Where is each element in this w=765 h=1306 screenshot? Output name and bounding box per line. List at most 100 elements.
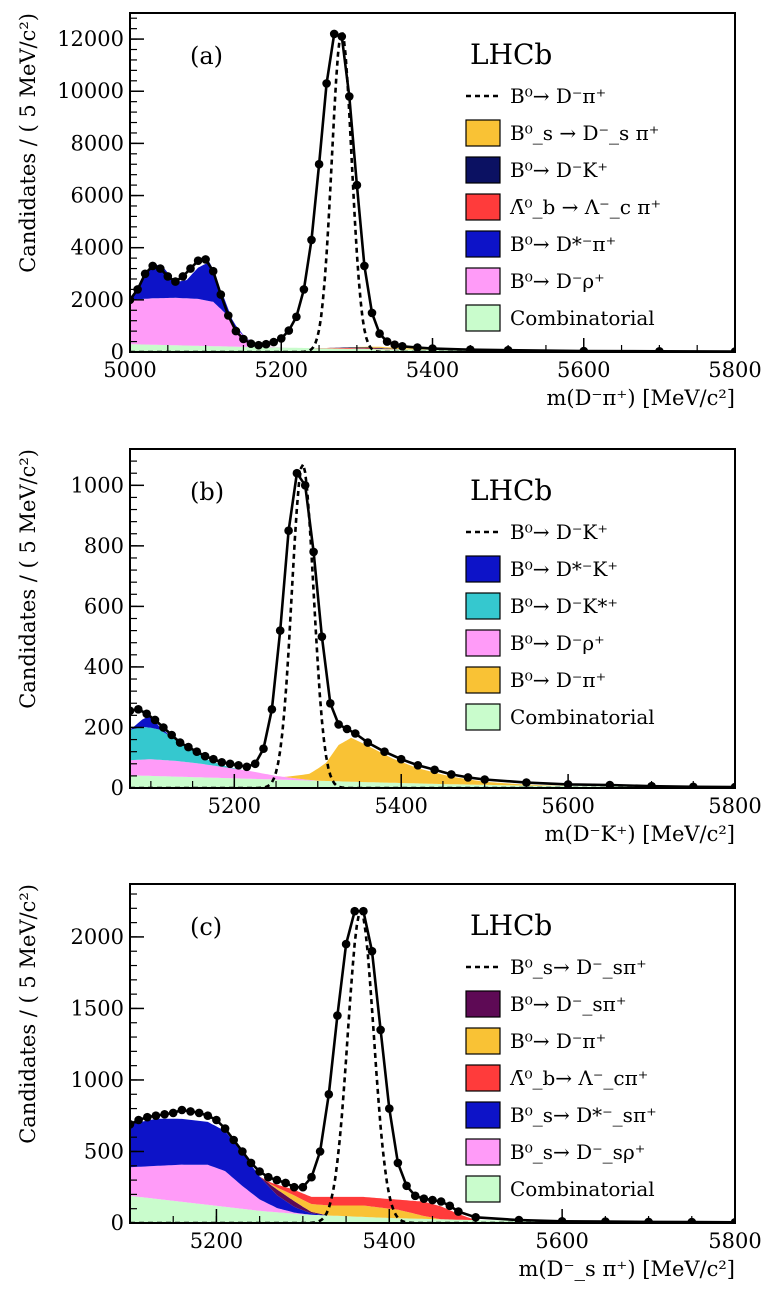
data-point [376, 1025, 385, 1035]
data-point [186, 1107, 195, 1116]
data-point [463, 773, 473, 782]
x-axis-label: m(D⁻_s π⁺) [MeV/c²] [519, 1257, 735, 1281]
y-axis-label: Candidates / ( 5 MeV/c²) [16, 884, 40, 1144]
data-point [337, 32, 347, 41]
data-point [238, 1147, 247, 1156]
data-point [134, 705, 143, 714]
data-point [413, 343, 422, 352]
y-tick-label: 200 [84, 715, 124, 739]
x-tick-label: 5200 [190, 1229, 243, 1253]
data-point [209, 754, 218, 764]
y-tick-label: 2000 [71, 288, 124, 312]
data-point [390, 340, 400, 350]
data-point [186, 264, 195, 273]
plot-area [130, 461, 735, 788]
data-point [130, 1120, 135, 1129]
data-point [430, 765, 439, 775]
data-point [380, 747, 389, 756]
data-point [148, 261, 157, 271]
legend-label: B⁰_s→ D⁻_sπ⁺ [510, 955, 647, 979]
legend-label: Λ̄⁰_b→ Λ⁻_cπ⁺ [509, 1066, 648, 1090]
data-point [133, 285, 142, 294]
experiment-label: LHCb [470, 474, 552, 507]
legend-label: B⁰_s → D⁻_s π⁺ [510, 121, 659, 145]
data-point [317, 632, 327, 641]
x-tick-label: 5800 [708, 794, 761, 818]
y-tick-label: 800 [84, 534, 124, 558]
data-point [730, 782, 735, 788]
legend-label: B⁰→ D⁻K⁺ [510, 520, 608, 544]
data-point [359, 906, 368, 916]
x-tick-label: 5200 [255, 358, 308, 382]
data-point [151, 1111, 161, 1120]
data-point [163, 272, 173, 281]
data-point [292, 468, 302, 478]
data-point [345, 92, 354, 101]
data-point [292, 312, 301, 322]
legend-label: B⁰→ D⁻K⁺ [510, 158, 608, 182]
legend-swatch [465, 230, 501, 258]
data-point [261, 339, 271, 349]
data-point [289, 1182, 299, 1192]
data-point [143, 1112, 152, 1122]
legend-label: Combinatorial [510, 705, 655, 729]
y-tick-label: 1000 [71, 473, 124, 497]
data-point [300, 481, 310, 490]
data-point [367, 946, 377, 956]
legend-label: B⁰→ D⁻ρ⁺ [510, 269, 605, 293]
data-point [363, 738, 373, 747]
data-point [254, 340, 263, 350]
data-point [216, 290, 226, 299]
data-point [730, 347, 735, 352]
experiment-label: LHCb [470, 38, 552, 71]
data-point [315, 1147, 325, 1156]
chart-panel-a: 5000 5200 5400 5600 5800 0 2000 4000 6000 8000 100… [0, 0, 765, 435]
x-tick-label: 5400 [363, 1229, 416, 1253]
data-point [410, 1191, 420, 1201]
data-point [203, 1111, 213, 1120]
data-point [156, 264, 165, 273]
data-point [342, 724, 352, 734]
total-fit-line [130, 471, 735, 788]
panel-label: (b) [190, 478, 224, 506]
chart-panel-c: 5200 5400 5600 5800 0 500 1000 1500 2000 m(D⁻_s π… [0, 871, 765, 1306]
data-point [351, 729, 360, 738]
data-point [231, 326, 241, 336]
data-point [184, 742, 193, 752]
data-point [229, 1135, 238, 1145]
x-tick-label: 5400 [374, 794, 427, 818]
data-point [200, 751, 210, 761]
legend-swatch [465, 666, 501, 694]
data-point [382, 337, 392, 346]
data-point [194, 1108, 204, 1118]
legend-swatch [465, 592, 501, 620]
legend-swatch [465, 990, 501, 1018]
x-tick-label: 5800 [708, 358, 761, 382]
area-series-0 [130, 775, 735, 788]
legend-label: B⁰→ D⁻_sπ⁺ [510, 992, 626, 1016]
signal-dashed-line [130, 461, 735, 788]
legend-swatch [465, 156, 501, 184]
y-tick-label: 6000 [71, 184, 124, 208]
legend-label: B⁰→ D⁻π⁺ [510, 668, 606, 692]
data-point [445, 1201, 455, 1211]
data-point [419, 1194, 429, 1203]
data-point [140, 269, 150, 279]
data-point [234, 761, 243, 770]
data-point [150, 715, 160, 725]
x-tick-label: 5000 [103, 358, 156, 382]
chart-svg-c: 5200 5400 5600 5800 0 500 1000 1500 2000 m(D⁻_s π… [16, 883, 762, 1281]
y-tick-label: 500 [84, 1139, 124, 1163]
data-point [314, 159, 324, 169]
data-point [284, 326, 294, 335]
legend-label: Combinatorial [510, 306, 655, 330]
legend-swatch [465, 193, 501, 221]
panel-label: (c) [190, 913, 222, 941]
legend-swatch [465, 1027, 501, 1055]
data-point [224, 311, 233, 320]
data-point [329, 29, 339, 39]
data-point [730, 1218, 735, 1223]
legend-label: Combinatorial [510, 1177, 655, 1201]
y-tick-label: 0 [111, 1211, 124, 1235]
y-tick-label: 600 [84, 594, 124, 618]
